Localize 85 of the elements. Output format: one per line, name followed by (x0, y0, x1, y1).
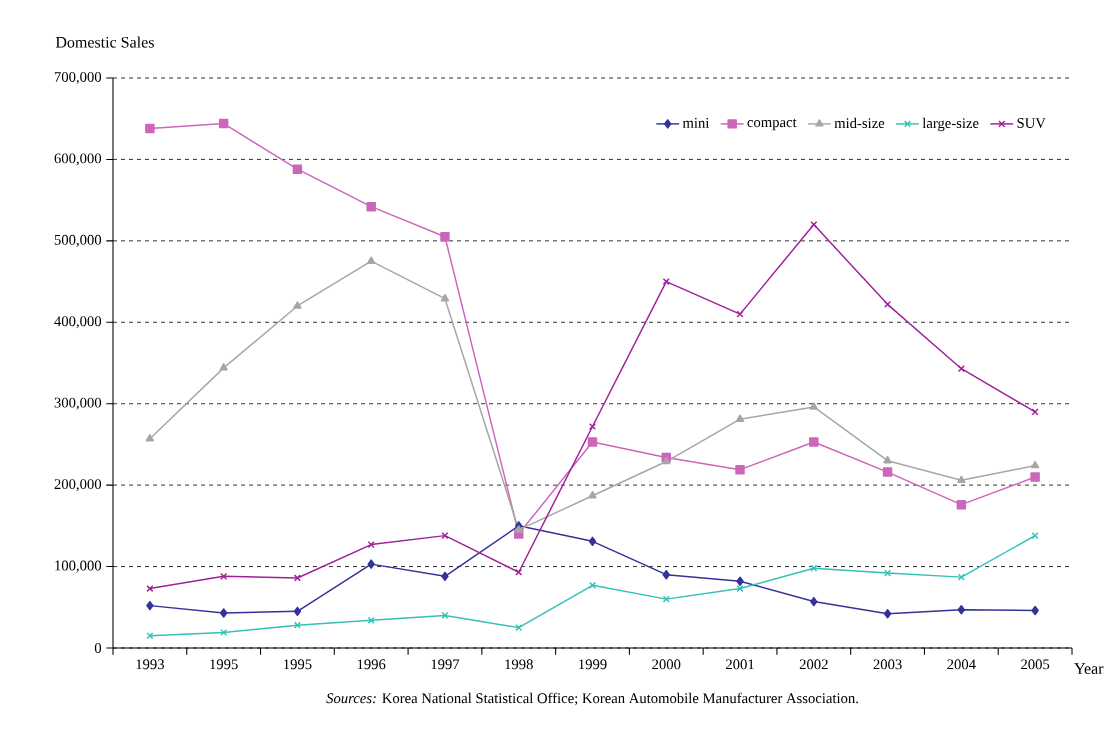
x-tick-label: 1996 (357, 659, 386, 670)
point (219, 363, 228, 371)
point (1031, 532, 1039, 540)
point (956, 499, 967, 510)
y-tick-label: 400,000 (54, 316, 102, 329)
point (884, 569, 892, 577)
point (883, 609, 892, 619)
y-tick-label: 300,000 (54, 397, 102, 410)
legend-label: SUV (1017, 118, 1046, 128)
point (441, 611, 449, 619)
point (587, 437, 598, 447)
point (146, 600, 154, 611)
point (146, 632, 154, 640)
text: Sources: Korea National Statistical Office; Korean Automobile Manufacturer Association. (326, 692, 858, 706)
point (293, 606, 302, 617)
point (809, 437, 819, 447)
point (366, 201, 376, 212)
point (441, 571, 449, 582)
legend-label: mini (682, 118, 710, 128)
point (440, 293, 450, 302)
y-tick-label: 700,000 (54, 72, 102, 84)
point (1030, 472, 1040, 482)
point (218, 118, 229, 129)
x-tick-label: 2002 (799, 659, 828, 670)
point (292, 164, 303, 174)
x-tick-label: 1993 (136, 659, 164, 670)
point (220, 572, 228, 580)
point (662, 569, 671, 580)
x-tick-label: 2003 (873, 659, 902, 670)
x-tick-label: 1995 (210, 659, 238, 670)
legend-label: mid-size (834, 117, 885, 129)
point (440, 232, 450, 242)
point (957, 604, 966, 615)
y-axis-title: Domestic Sales (55, 36, 154, 48)
x-tick-label: 1997 (431, 659, 460, 670)
point (882, 467, 893, 477)
x-tick-label: 1999 (579, 659, 607, 670)
point (1030, 460, 1040, 469)
y-tick-label: 500,000 (54, 234, 102, 247)
x-tick-label: 2000 (652, 659, 681, 670)
point (219, 608, 228, 618)
point (810, 564, 818, 572)
point (514, 525, 523, 533)
point (588, 536, 597, 547)
x-tick-label: 1995 (284, 659, 312, 670)
point (736, 584, 744, 593)
point (735, 464, 745, 475)
x-tick-label: 2005 (1021, 659, 1050, 670)
x-tick-label: 2004 (947, 659, 976, 670)
y-tick-label: 100,000 (55, 560, 102, 573)
point (957, 365, 965, 373)
point (588, 422, 597, 431)
y-tick-label: 600,000 (54, 153, 102, 166)
point (735, 414, 745, 422)
x-tick-label: 1998 (505, 659, 533, 670)
point (515, 568, 523, 576)
point (367, 559, 375, 569)
point (146, 584, 154, 593)
point (441, 532, 449, 540)
point (957, 475, 966, 483)
point (515, 624, 523, 632)
point (367, 616, 375, 624)
point (957, 573, 965, 581)
point (145, 123, 155, 134)
y-tick-label: 0 (94, 643, 102, 653)
legend-label: large-size (922, 117, 979, 132)
point (662, 456, 671, 465)
legend-label: compact (747, 118, 797, 131)
point (1031, 605, 1039, 616)
point (293, 621, 301, 629)
x-tick-label: 2001 (726, 659, 754, 670)
point (883, 455, 892, 464)
point (810, 596, 818, 607)
point (588, 490, 597, 499)
point (810, 221, 818, 229)
y-tick-label: 200,000 (54, 479, 102, 492)
point (293, 301, 302, 309)
point (662, 595, 670, 603)
point (367, 541, 375, 549)
point (366, 256, 376, 264)
point (736, 576, 744, 586)
point (145, 433, 155, 442)
point (293, 574, 301, 582)
point (809, 402, 819, 410)
x-axis-title: Year (1074, 663, 1104, 674)
